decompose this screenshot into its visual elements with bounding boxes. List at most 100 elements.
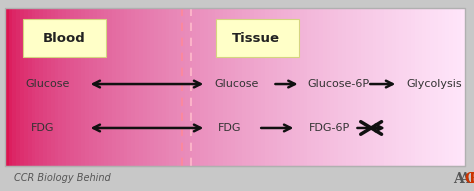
FancyBboxPatch shape: [216, 19, 299, 57]
Bar: [361, 8, 365, 166]
Bar: [323, 8, 327, 166]
Bar: [262, 8, 266, 166]
Bar: [55, 8, 59, 166]
Bar: [308, 8, 312, 166]
Bar: [89, 8, 93, 166]
Bar: [449, 8, 454, 166]
Bar: [300, 8, 304, 166]
Bar: [9, 8, 13, 166]
Bar: [154, 8, 158, 166]
Bar: [119, 8, 124, 166]
Bar: [165, 8, 170, 166]
Text: FDG-6P: FDG-6P: [309, 123, 350, 133]
Bar: [116, 8, 120, 166]
Bar: [112, 8, 116, 166]
Text: CCR Biology Behind: CCR Biology Behind: [14, 173, 111, 183]
Bar: [158, 8, 162, 166]
Bar: [143, 8, 147, 166]
Bar: [189, 8, 193, 166]
Bar: [231, 8, 235, 166]
Bar: [265, 8, 270, 166]
Bar: [311, 8, 316, 166]
Bar: [380, 8, 384, 166]
Bar: [346, 8, 350, 166]
Bar: [223, 8, 228, 166]
Bar: [419, 8, 423, 166]
Bar: [357, 8, 362, 166]
Bar: [281, 8, 285, 166]
Bar: [438, 8, 442, 166]
Bar: [211, 8, 216, 166]
Bar: [192, 8, 197, 166]
Bar: [242, 8, 246, 166]
Bar: [104, 8, 109, 166]
Bar: [415, 8, 419, 166]
Bar: [349, 8, 354, 166]
Bar: [196, 8, 201, 166]
Bar: [354, 8, 358, 166]
Text: Glycolysis: Glycolysis: [406, 79, 462, 89]
Bar: [135, 8, 139, 166]
Bar: [453, 8, 457, 166]
Bar: [254, 8, 258, 166]
Bar: [407, 8, 411, 166]
Bar: [51, 8, 55, 166]
Bar: [185, 8, 189, 166]
Bar: [73, 8, 78, 166]
Bar: [27, 8, 32, 166]
Bar: [162, 8, 166, 166]
Bar: [139, 8, 143, 166]
Bar: [24, 8, 28, 166]
Bar: [327, 8, 331, 166]
Bar: [395, 8, 400, 166]
Bar: [373, 8, 377, 166]
Bar: [296, 8, 300, 166]
Bar: [388, 8, 392, 166]
Bar: [269, 8, 273, 166]
Text: A: A: [459, 172, 470, 186]
Bar: [124, 8, 128, 166]
Bar: [36, 8, 40, 166]
Bar: [446, 8, 450, 166]
Text: R: R: [468, 172, 474, 186]
Bar: [131, 8, 136, 166]
Bar: [219, 8, 224, 166]
Bar: [108, 8, 112, 166]
Text: Glucose-6P: Glucose-6P: [308, 79, 370, 89]
Bar: [315, 8, 319, 166]
Bar: [128, 8, 132, 166]
Bar: [403, 8, 408, 166]
Bar: [39, 8, 44, 166]
Bar: [376, 8, 381, 166]
Text: FDG: FDG: [218, 123, 242, 133]
Bar: [58, 8, 63, 166]
Bar: [16, 8, 20, 166]
Bar: [238, 8, 243, 166]
Text: FDG: FDG: [31, 123, 55, 133]
Bar: [20, 8, 24, 166]
Bar: [411, 8, 415, 166]
Bar: [246, 8, 250, 166]
Bar: [369, 8, 373, 166]
Bar: [434, 8, 438, 166]
Bar: [277, 8, 281, 166]
Bar: [284, 8, 289, 166]
Bar: [392, 8, 396, 166]
Bar: [12, 8, 17, 166]
Bar: [170, 8, 174, 166]
Bar: [177, 8, 182, 166]
Bar: [227, 8, 231, 166]
Bar: [70, 8, 74, 166]
Bar: [338, 8, 342, 166]
Bar: [85, 8, 90, 166]
Bar: [146, 8, 151, 166]
Bar: [292, 8, 296, 166]
Bar: [97, 8, 101, 166]
Bar: [208, 8, 212, 166]
FancyBboxPatch shape: [23, 19, 106, 57]
Bar: [100, 8, 105, 166]
Bar: [5, 8, 9, 166]
Bar: [457, 8, 461, 166]
Bar: [32, 8, 36, 166]
Bar: [303, 8, 308, 166]
